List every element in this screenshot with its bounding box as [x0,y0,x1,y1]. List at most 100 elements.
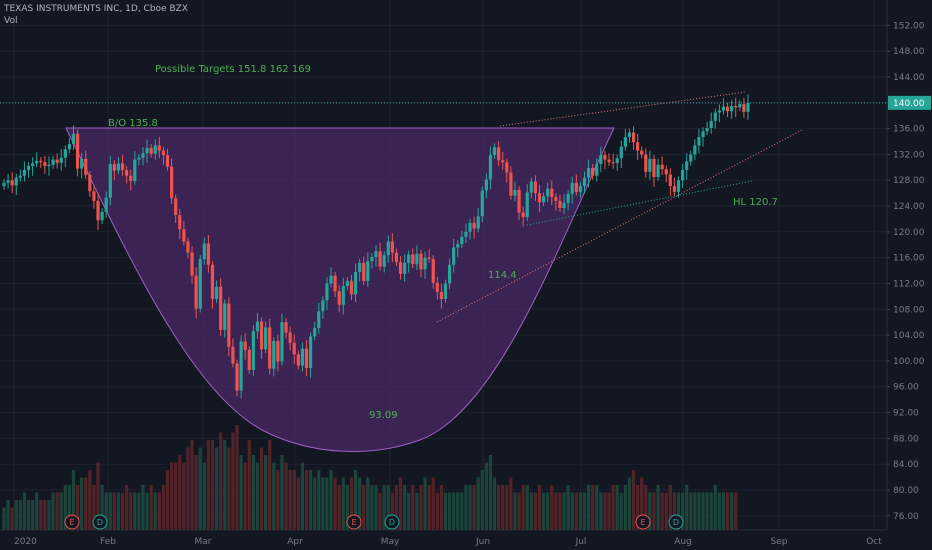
candle-body[interactable] [701,131,705,138]
candle-body[interactable] [738,104,742,108]
candle-body[interactable] [313,327,317,337]
candle-body[interactable] [251,331,255,370]
candle-body[interactable] [137,157,141,160]
candle-body[interactable] [501,160,505,163]
candle-body[interactable] [476,216,480,229]
candle-body[interactable] [272,340,276,369]
candle-body[interactable] [615,158,619,163]
candle-body[interactable] [268,327,272,369]
candle-body[interactable] [337,291,341,305]
candle-body[interactable] [341,286,345,305]
candle-body[interactable] [443,283,448,299]
candle-body[interactable] [652,158,656,178]
candle-body[interactable] [717,110,721,113]
candle-body[interactable] [517,189,521,213]
candle-body[interactable] [145,147,149,154]
candle-body[interactable] [578,186,582,192]
candle-body[interactable] [35,160,39,164]
candle-body[interactable] [345,280,349,287]
candle-body[interactable] [51,159,55,165]
candle-body[interactable] [210,264,215,299]
candle-body[interactable] [386,241,390,256]
candle-body[interactable] [366,260,370,281]
candle-body[interactable] [104,197,108,212]
candle-body[interactable] [92,191,96,201]
candle-body[interactable] [419,253,423,270]
candle-body[interactable] [546,188,550,197]
candle-body[interactable] [47,164,51,167]
candle-body[interactable] [6,180,10,183]
candle-body[interactable] [415,253,419,265]
higher-low-trendline[interactable] [526,180,753,226]
candle-body[interactable] [133,159,137,181]
candle-body[interactable] [468,222,472,232]
candle-body[interactable] [235,363,239,391]
cup-pattern-area[interactable] [65,127,615,452]
candle-body[interactable] [730,106,734,112]
candle-body[interactable] [259,321,264,350]
candle-body[interactable] [55,159,59,163]
candle-body[interactable] [582,177,587,187]
candle-body[interactable] [566,193,570,203]
candle-body[interactable] [223,303,227,330]
candle-body[interactable] [67,144,72,150]
candle-body[interactable] [529,181,533,193]
candle-body[interactable] [447,264,452,284]
candle-body[interactable] [22,169,27,176]
candle-body[interactable] [276,340,280,362]
candle-body[interactable] [423,257,427,270]
candle-body[interactable] [292,342,296,355]
candle-body[interactable] [480,190,484,217]
candle-body[interactable] [398,262,403,274]
earnings-marker[interactable] [346,514,362,530]
candle-body[interactable] [488,155,493,180]
candle-body[interactable] [640,150,644,155]
candle-body[interactable] [407,254,411,263]
candle-body[interactable] [120,163,125,170]
candle-body[interactable] [664,169,668,175]
candle-body[interactable] [464,231,468,238]
candle-body[interactable] [31,163,35,167]
candle-body[interactable] [484,179,488,191]
candle-body[interactable] [227,303,231,347]
candle-body[interactable] [170,166,174,199]
candle-body[interactable] [709,120,713,128]
candle-body[interactable] [562,202,566,208]
candle-body[interactable] [214,286,219,299]
candle-body[interactable] [264,327,268,350]
candle-body[interactable] [435,282,439,292]
candle-body[interactable] [382,255,386,267]
candle-body[interactable] [721,106,726,111]
candle-body[interactable] [63,149,67,158]
candle-body[interactable] [321,300,325,312]
candle-body[interactable] [288,332,292,343]
candle-body[interactable] [668,174,672,187]
candle-body[interactable] [26,166,31,170]
candle-body[interactable] [537,193,542,203]
candle-body[interactable] [697,137,701,146]
candle-body[interactable] [186,241,190,253]
candle-body[interactable] [108,164,112,198]
dividend-marker[interactable] [92,514,108,530]
candle-body[interactable] [611,162,615,164]
candle-body[interactable] [59,157,63,163]
candle-body[interactable] [525,192,529,218]
candle-body[interactable] [554,197,558,201]
candle-body[interactable] [88,175,92,192]
candle-body[interactable] [296,354,300,366]
candle-body[interactable] [619,146,623,159]
candle-body[interactable] [239,341,243,391]
candle-body[interactable] [2,182,6,187]
candle-body[interactable] [198,258,202,309]
candle-body[interactable] [472,222,476,229]
candle-body[interactable] [521,212,525,218]
candle-body[interactable] [558,200,562,208]
candle-body[interactable] [231,346,235,364]
candle-body[interactable] [636,142,640,151]
dividend-marker[interactable] [668,514,684,530]
candle-body[interactable] [84,158,88,176]
candle-body[interactable] [680,169,685,181]
candle-body[interactable] [672,186,677,192]
candle-body[interactable] [141,153,145,158]
